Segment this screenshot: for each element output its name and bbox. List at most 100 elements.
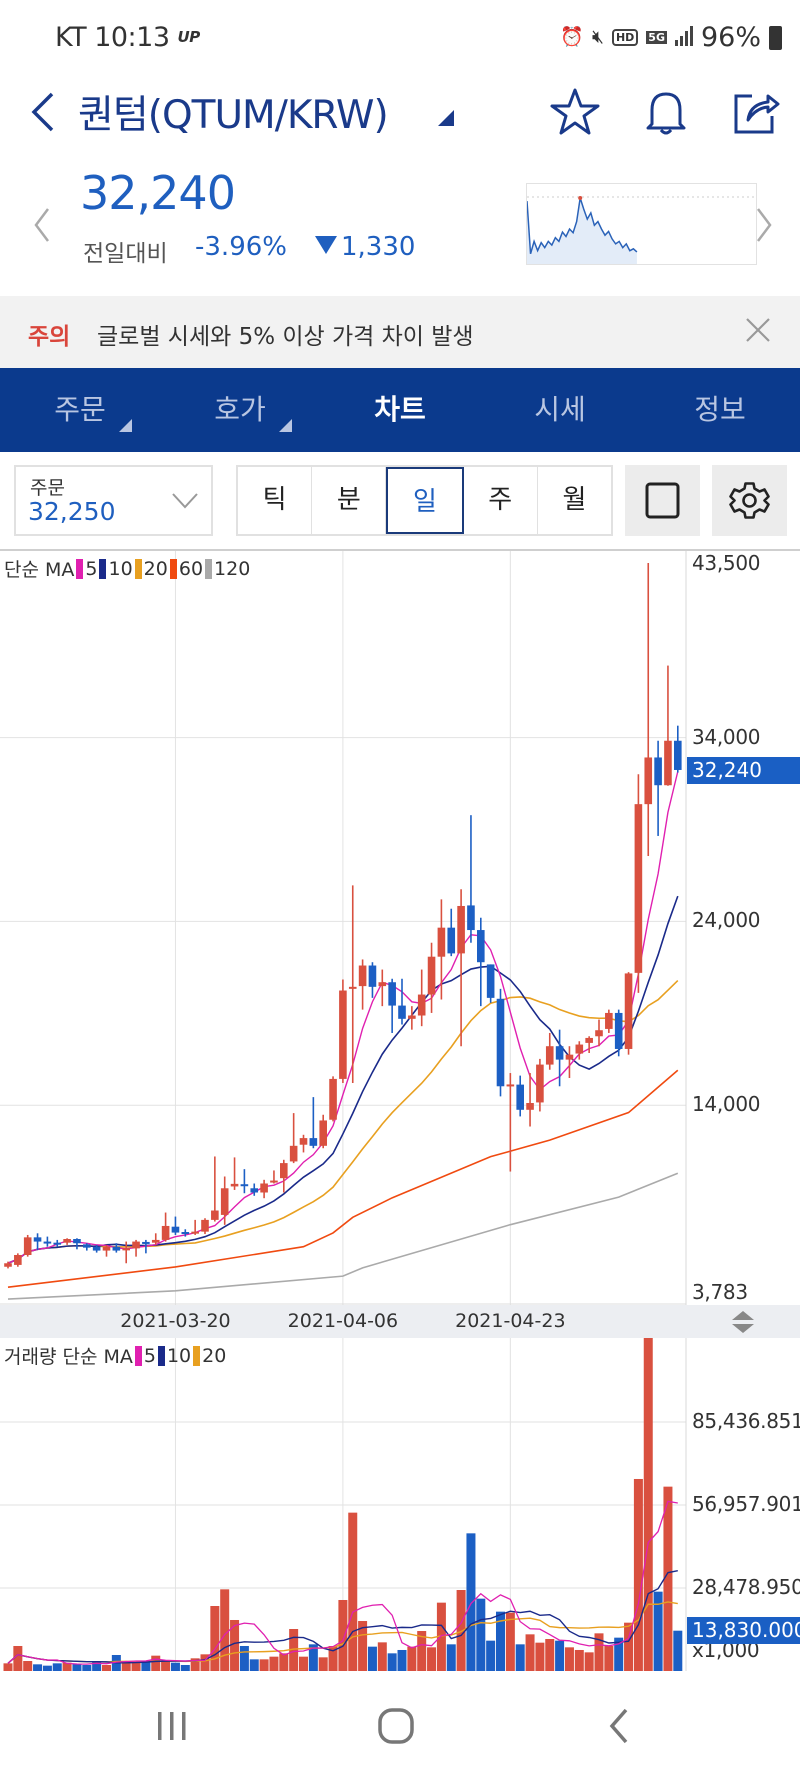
candle-body [605,1012,613,1029]
candle-body [624,973,633,1049]
chart-settings-button[interactable] [712,465,787,536]
volume-chart[interactable]: 거래량 단순 MA 5 10 20 85,436.851 56,957.901 28… [0,1338,800,1672]
recent-apps-button[interactable] [152,1706,192,1750]
tab-market-price[interactable]: 시세 [480,368,640,452]
candle-body [427,956,436,995]
price-axis-label: 3,783 [692,1279,748,1304]
period-tick-button[interactable]: 틱 [238,467,313,534]
volume-bar [535,1642,545,1671]
volume-bar [574,1649,584,1671]
favorite-button[interactable] [549,86,601,138]
candle-body [614,1012,623,1049]
close-notice-button[interactable] [742,314,774,346]
title-dropdown-caret-icon[interactable] [438,110,454,126]
tab-info[interactable]: 정보 [640,368,800,452]
next-coin-button[interactable] [752,205,776,245]
period-day-button[interactable]: 일 [386,467,464,534]
volume-bar [377,1642,387,1671]
back-button[interactable] [28,90,58,134]
volume-bar [102,1664,111,1671]
prev-coin-button[interactable] [30,205,54,245]
candle-body [496,998,505,1087]
volume-bar [318,1657,328,1671]
alarm-icon: ⏰ [560,26,584,48]
volume-bar [230,1619,240,1671]
tab-chart[interactable]: 차트 [320,368,480,452]
sparkline-chart[interactable] [526,183,757,265]
bell-icon [646,92,686,135]
home-button[interactable] [376,1706,416,1750]
date-axis: 2021-03-20 2021-04-06 2021-04-23 [0,1305,800,1338]
page-title[interactable]: 퀀텀(QTUM/KRW) [78,93,389,138]
price-axis-label: 34,000 [692,724,761,749]
chevron-left-icon [34,208,49,242]
warning-notice: 주의 글로벌 시세와 5% 이상 가격 차이 발생 [0,296,800,368]
fullscreen-button[interactable] [625,465,700,536]
volume-bar [614,1637,624,1671]
volume-bar [328,1645,338,1671]
period-selector: 틱 분 일 주 월 [236,465,613,536]
volume-bar [367,1646,377,1671]
period-minute-button[interactable]: 분 [312,467,387,534]
volume-bar [151,1655,161,1671]
back-icon [609,1708,628,1744]
tab-orderbook[interactable]: 호가 [160,368,320,452]
volume-bar [299,1656,308,1671]
tab-order[interactable]: 주문 [0,368,160,452]
volume-axis-label: 85,436.851 [692,1408,800,1433]
price-chart[interactable]: 단순 MA 5 10 20 60 120 43,500 34,000 24,000 1… [0,551,800,1305]
submenu-indicator-icon [119,419,132,432]
period-week-button[interactable]: 주 [464,467,538,534]
system-nav-bar [0,1672,800,1778]
period-month-button[interactable]: 월 [562,485,587,515]
candle-body [565,1054,574,1060]
candle-body [289,1145,298,1162]
candle-body [132,1241,140,1249]
candle-body [33,1237,42,1242]
volume-bar [269,1656,279,1671]
candle-body [63,1239,71,1243]
alert-button[interactable] [640,86,692,138]
change-percent: -3.96% [195,232,287,262]
date-axis-label: 2021-04-06 [287,1310,399,1332]
candle-body [43,1241,52,1244]
volume-bar [633,1478,643,1671]
legend-swatch-ma5 [76,558,84,579]
close-icon [746,318,770,342]
volume-bar [82,1664,92,1671]
volume-bar [180,1664,190,1671]
legend-swatch-ma10 [99,558,107,579]
up-down-arrow-icon [732,1311,754,1333]
price-chart-svg [0,551,687,1305]
share-button[interactable] [730,86,782,138]
order-price-select[interactable]: 주문 32,250 [14,465,213,536]
legend-title: 단순 MA [4,559,75,581]
volume-bar [594,1633,604,1671]
candle-body [151,1239,160,1243]
volume-bar [121,1661,131,1671]
resize-panels-handle[interactable] [728,1307,758,1341]
gear-icon [729,482,770,519]
square-icon [645,482,680,519]
sparkline-svg [526,196,756,264]
legend-label: 120 [214,557,251,580]
tab-label: 주문 [54,393,106,426]
candle-body [358,965,367,987]
up-badge: UP [177,28,201,46]
legend-swatch-ma60 [169,558,177,579]
legend-label: 5 [85,557,98,580]
volume-bar [564,1647,574,1671]
candle-body [398,1005,406,1019]
recent-apps-icon [158,1712,186,1740]
main-tabs: 주문 호가 차트 시세 정보 [0,368,800,452]
price-ma-legend: 단순 MA 5 10 20 60 120 [4,555,250,582]
candle-body [388,982,396,1006]
header: 퀀텀(QTUM/KRW) [0,80,800,146]
candle-body [92,1246,101,1251]
volume-bar [515,1644,525,1671]
volume-bar [338,1599,348,1671]
legend-label: 10 [166,1344,192,1367]
date-axis-label: 2021-03-20 [120,1310,231,1332]
candle-body [181,1232,190,1235]
back-nav-button[interactable] [600,1706,640,1750]
